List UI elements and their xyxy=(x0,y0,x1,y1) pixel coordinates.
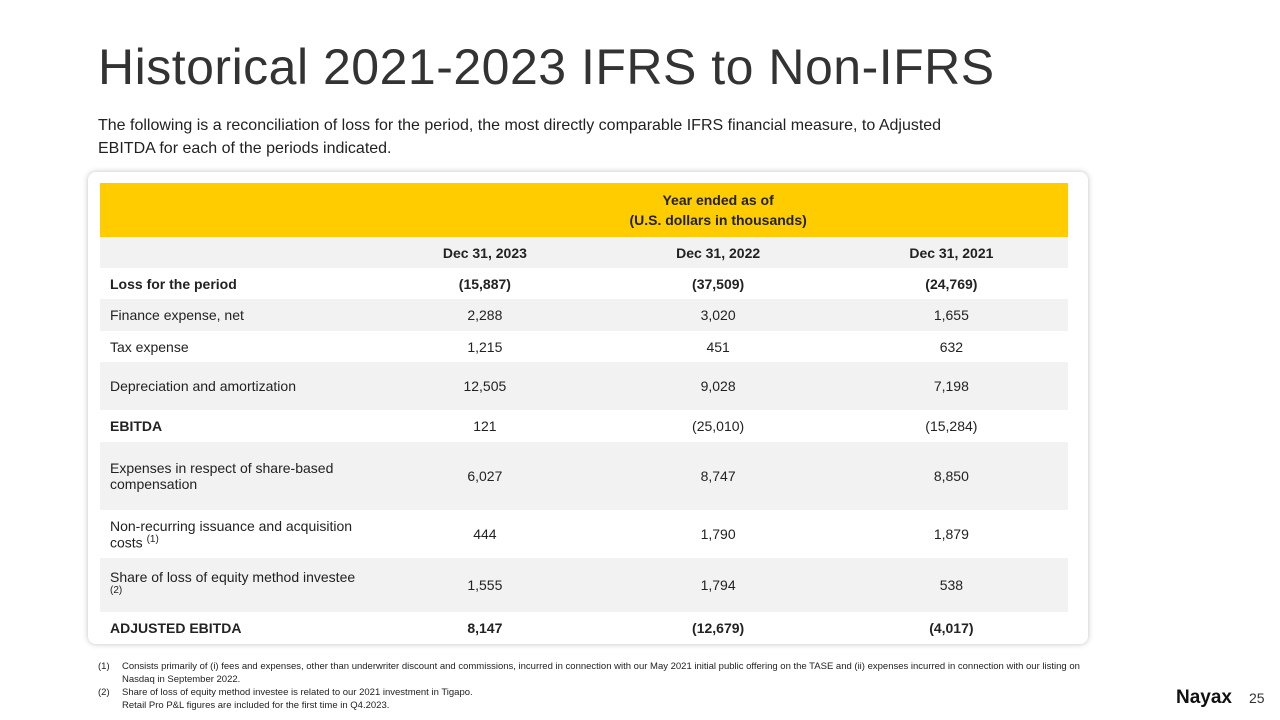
cell-value: (24,769) xyxy=(925,275,978,292)
footnote-ref: (1) xyxy=(146,533,159,545)
column-header: Dec 31, 2023 xyxy=(368,237,602,268)
row-label-text: Non-recurring issuance and acquisition c… xyxy=(110,517,353,551)
cell-value: 632 xyxy=(939,338,964,355)
cell-value: 8,850 xyxy=(834,442,1068,510)
row-label: ADJUSTED EBITDA xyxy=(100,612,368,643)
footnote-line: Retail Pro P&L figures are included for … xyxy=(122,700,390,711)
footnote-text: Consists primarily of (i) fees and expen… xyxy=(122,660,1098,686)
row-label: Expenses in respect of share-based compe… xyxy=(100,442,369,510)
cell-value: 1,794 xyxy=(601,558,835,612)
cell-value: 6,027 xyxy=(368,442,602,510)
table-row: Finance expense, net 2,288 3,020 1,655 xyxy=(100,299,1068,331)
row-label-text: Share of loss of equity method investee xyxy=(110,568,356,585)
row-label-text: Tax expense xyxy=(110,338,189,355)
row-label: Loss for the period xyxy=(100,268,368,299)
row-label: Non-recurring issuance and acquisition c… xyxy=(100,510,368,558)
row-label: EBITDA xyxy=(100,410,368,442)
table-row: Share of loss of equity method investee … xyxy=(100,558,1068,612)
cell-value: 1,790 xyxy=(700,526,736,542)
banner: Year ended as of (U.S. dollars in thousa… xyxy=(368,183,1068,237)
subtitle: The following is a reconciliation of los… xyxy=(98,117,942,157)
cell-value: (4,017) xyxy=(929,619,974,636)
cell-value: 8,147 xyxy=(467,619,503,636)
footnote: (1) Consists primarily of (i) fees and ex… xyxy=(98,660,1098,686)
column-header-row: Dec 31, 2023 Dec 31, 2022 Dec 31, 2021 xyxy=(100,237,1068,268)
cell-value: 1,215 xyxy=(467,338,503,355)
footnote-marker: (1) xyxy=(98,661,110,672)
row-label: Finance expense, net xyxy=(100,299,369,331)
table-row: Expenses in respect of share-based compe… xyxy=(100,442,1068,510)
table-row: Depreciation and amortization 12,505 9,028… xyxy=(100,362,1068,410)
banner-line: (U.S. dollars in thousands) xyxy=(629,212,807,228)
cell-value: 1,655 xyxy=(834,299,1068,331)
table-row: EBITDA 121 (25,010) (15,284) xyxy=(100,410,1068,442)
cell-value: 12,505 xyxy=(368,362,602,410)
column-header: Dec 31, 2021 xyxy=(834,237,1068,268)
cell-value: (15,887) xyxy=(458,275,511,292)
label-cell xyxy=(100,237,369,268)
row-label-text: ADJUSTED EBITDA xyxy=(110,619,242,636)
cell-value: 9,028 xyxy=(601,362,835,410)
cell-value: 121 xyxy=(473,418,497,434)
title: Historical 2021-2023 IFRS to Non-IFRS xyxy=(98,39,995,95)
cell-value: 3,020 xyxy=(601,299,835,331)
footnote-text: Share of loss of equity method investee … xyxy=(122,686,473,712)
footnotes: (1) Consists primarily of (i) fees and ex… xyxy=(98,660,1098,712)
footnote-line: Consists primarily of (i) fees and expen… xyxy=(122,661,1080,685)
table-row: Non-recurring issuance and acquisition c… xyxy=(100,510,1068,558)
row-label-text: Expenses in respect of share-based compe… xyxy=(110,460,334,492)
cell-value: 444 xyxy=(473,526,497,542)
banner-line: Year ended as of xyxy=(662,192,774,208)
footnote: (2) Share of loss of equity method invest… xyxy=(98,686,1098,712)
footnote-marker: (2) xyxy=(98,687,110,698)
cell-value: (25,010) xyxy=(692,418,745,434)
table-row: ADJUSTED EBITDA 8,147 (12,679) (4,017) xyxy=(100,612,1068,643)
row-label: Depreciation and amortization xyxy=(100,362,369,410)
cell-value: (37,509) xyxy=(692,275,745,292)
cell-value: 1,555 xyxy=(368,558,602,612)
footnote-ref: (2) xyxy=(110,584,123,596)
row-label-text: Depreciation and amortization xyxy=(110,378,296,394)
table-row: Loss for the period (15,887) (37,509) (24,7… xyxy=(100,268,1068,299)
cell-value: 8,747 xyxy=(601,442,835,510)
row-label-text: Loss for the period xyxy=(110,275,237,292)
row-label: Tax expense xyxy=(100,331,368,362)
table: Year ended as of (U.S. dollars in thousa… xyxy=(100,183,1068,643)
table-row: Tax expense 1,215 451 632 xyxy=(100,331,1068,362)
row-label-text: Finance expense, net xyxy=(110,307,244,323)
column-header: Dec 31, 2022 xyxy=(601,237,835,268)
cell-value: (15,284) xyxy=(925,418,978,434)
footnote-line: Share of loss of equity method investee … xyxy=(122,687,473,698)
cell-value: 451 xyxy=(706,338,730,355)
row-label: Share of loss of equity method investee … xyxy=(100,558,369,612)
page-number: 25 xyxy=(1249,690,1265,706)
logo: Nayax xyxy=(1176,687,1232,708)
cell-value: (12,679) xyxy=(692,619,745,636)
cell-value: 1,879 xyxy=(933,526,969,542)
cell-value: 2,288 xyxy=(368,299,602,331)
banner-row: Year ended as of (U.S. dollars in thousa… xyxy=(100,183,1068,237)
cell-value: 538 xyxy=(834,558,1068,612)
label-cell xyxy=(100,183,369,237)
row-label-text: EBITDA xyxy=(110,418,163,434)
cell-value: 7,198 xyxy=(834,362,1068,410)
